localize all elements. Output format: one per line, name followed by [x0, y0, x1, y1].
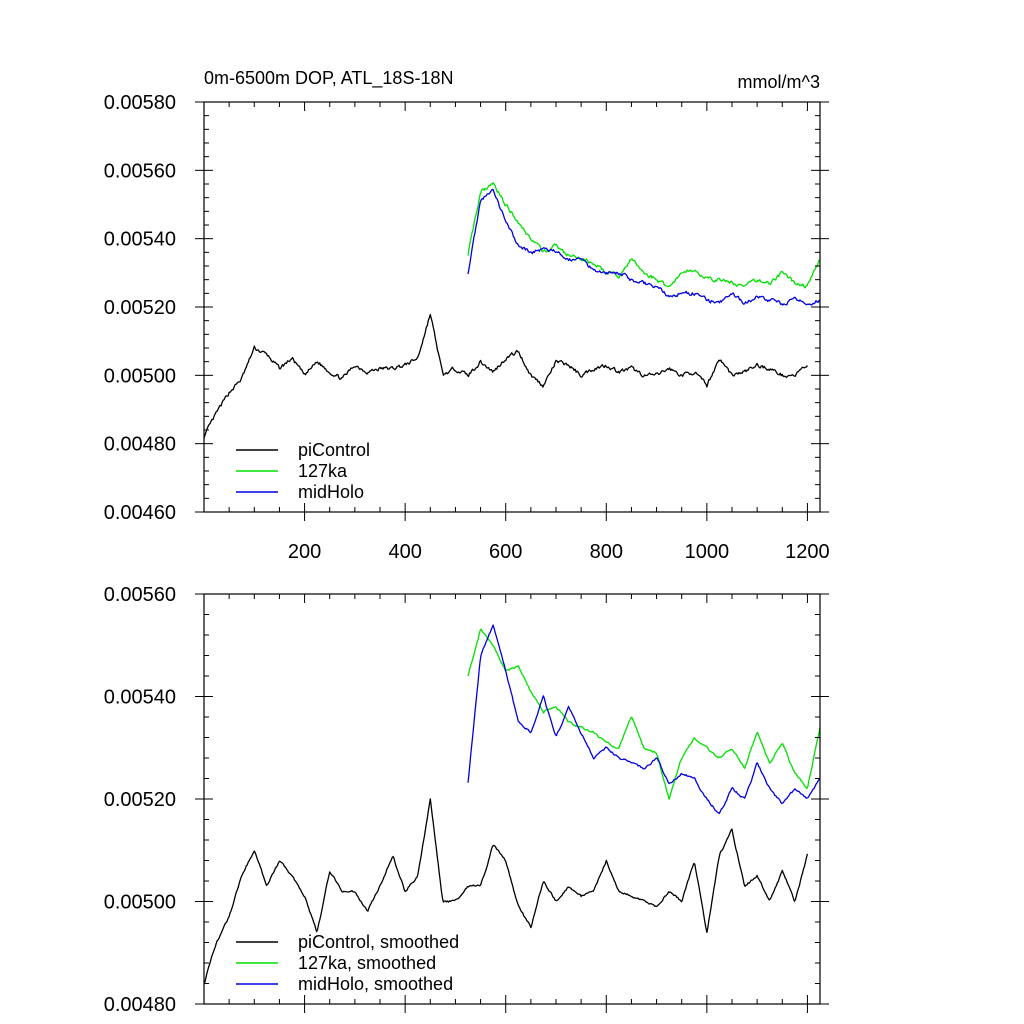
series-line-midholo [467, 624, 820, 815]
legend-label: piControl [298, 440, 370, 460]
series-line-127ka [467, 628, 820, 800]
units-label: mmol/m^3 [738, 72, 820, 92]
legend-label: piControl, smoothed [298, 932, 459, 952]
y-tick-label: 0.00480 [104, 994, 176, 1016]
y-tick-label: 0.00520 [104, 297, 176, 319]
chart-title: 0m-6500m DOP, ATL_18S-18N [204, 68, 453, 89]
y-tick-label: 0.00460 [104, 502, 176, 524]
y-tick-label: 0.00580 [104, 92, 176, 114]
y-tick-label: 0.00540 [104, 687, 176, 709]
y-tick-label: 0.00560 [104, 160, 176, 182]
x-tick-label: 200 [288, 541, 321, 563]
bottom-panel: 0.00480 0.00500 0.00520 0.00540 0.00560 piCon… [104, 584, 829, 1016]
legend-label: midHolo [298, 482, 364, 502]
series-line-midholo [467, 188, 820, 306]
x-tick-label: 1200 [785, 541, 830, 563]
legend-label: midHolo, smoothed [298, 974, 453, 994]
series-line-127ka [467, 182, 820, 289]
legend-label: 127ka, smoothed [298, 953, 436, 973]
y-tick-label: 0.00560 [104, 584, 176, 606]
x-tick-label: 1000 [685, 541, 730, 563]
legend-label: 127ka [298, 461, 348, 481]
series-line-picontrol [204, 798, 809, 985]
y-tick-label: 0.00500 [104, 892, 176, 914]
x-tick-label: 600 [489, 541, 522, 563]
y-tick-label: 0.00480 [104, 434, 176, 456]
plot-frame [203, 101, 821, 513]
x-tick-label: 800 [590, 541, 623, 563]
y-tick-label: 0.00540 [104, 229, 176, 251]
y-tick-label: 0.00500 [104, 365, 176, 387]
x-tick-label: 400 [388, 541, 421, 563]
top-panel: 0m-6500m DOP, ATL_18S-18N mmol/m^3 200 40… [104, 68, 830, 563]
series-line-picontrol [204, 313, 808, 439]
y-tick-label: 0.00520 [104, 789, 176, 811]
